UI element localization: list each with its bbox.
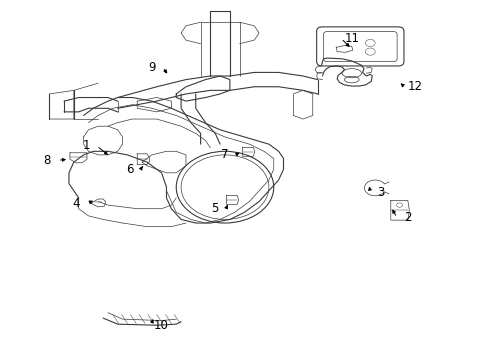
Text: 6: 6	[126, 163, 133, 176]
Text: 3: 3	[377, 186, 384, 199]
Text: 9: 9	[148, 60, 155, 73]
Text: 4: 4	[72, 197, 80, 210]
Text: 7: 7	[221, 148, 228, 161]
Text: 2: 2	[403, 211, 411, 224]
Text: 8: 8	[43, 154, 51, 167]
Text: 10: 10	[154, 319, 169, 332]
Text: 5: 5	[211, 202, 219, 215]
Text: 11: 11	[344, 32, 359, 45]
Text: 1: 1	[82, 139, 90, 152]
Text: 12: 12	[407, 80, 422, 93]
